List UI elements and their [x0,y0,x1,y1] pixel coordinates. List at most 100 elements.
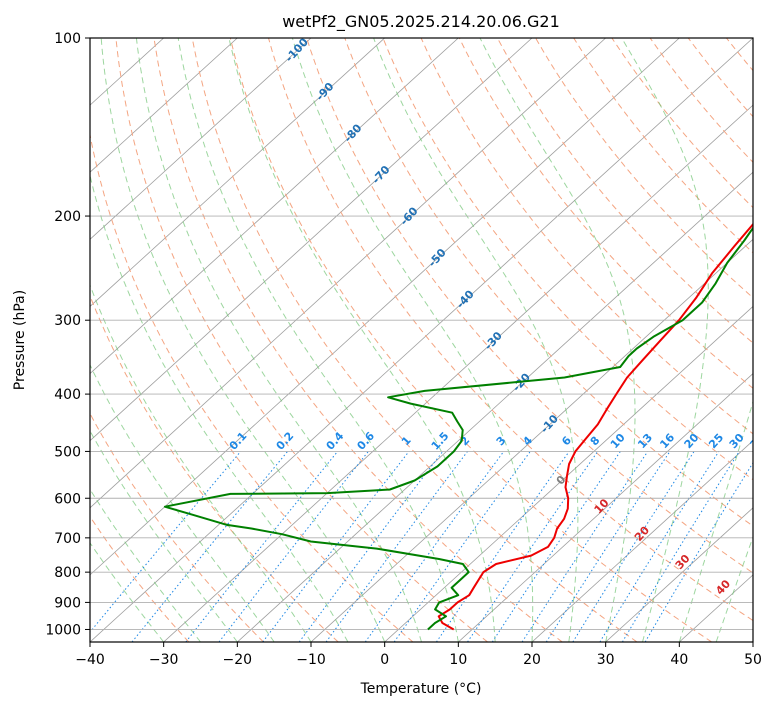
mixing-ratio-line [491,451,621,642]
y-tick-label: 600 [54,491,81,507]
moist-adiabat-label: 30 [673,552,693,572]
x-tick-label: 0 [380,652,389,668]
mixing-ratio-label: 1 [399,434,414,448]
isotherm-line [90,38,680,576]
x-tick-label: −20 [223,652,253,668]
mixing-ratio-line [325,451,468,642]
mixing-ratio-label: 0.6 [354,429,377,452]
mixing-ratio-line [131,451,288,642]
dry-adiabat-line [306,38,753,574]
x-tick-label: 20 [523,652,541,668]
y-tick-label: 900 [54,595,81,611]
moist-adiabat-line [90,283,312,642]
x-tick-label: 50 [744,652,762,668]
isotherm-line [90,38,459,375]
mixing-ratio-line [218,451,369,642]
mixing-ratio-label: 6 [559,434,574,449]
y-tick-label: 1000 [45,622,81,638]
isotherm-line [90,38,533,442]
mixing-ratio-label: 25 [706,431,726,451]
isotherm-line [237,171,753,642]
isotherm-line [90,38,385,307]
isotherm-label: -100 [283,35,311,64]
y-tick-label: 700 [54,531,81,547]
mixing-ratio-line [521,451,649,642]
dry-adiabat-line [153,38,563,642]
mixing-ratio-label: 0.2 [274,429,297,452]
moist-adiabat-line [678,399,753,642]
mixing-ratio-line [90,451,242,633]
dry-adiabat-line [191,38,638,642]
isotherm-line [90,38,312,240]
mixing-ratio-line [435,451,570,642]
dry-adiabat-line [90,132,414,642]
dry-adiabat-line [90,412,264,642]
mixing-ratio-label: 8 [588,434,603,448]
mixing-ratio-line [393,451,531,642]
dry-adiabat-line [687,38,753,118]
x-tick-label: 40 [670,652,688,668]
mixing-ratio-line [298,451,444,642]
plot-frame [89,37,754,643]
dry-adiabat-line [420,38,753,435]
mixing-ratio-line [467,451,599,642]
mixing-ratio-label: 16 [657,431,677,451]
moist-adiabat-line [621,38,709,642]
dry-adiabat-line [229,38,712,642]
temperature-profile [437,222,753,631]
y-tick-label: 100 [54,31,81,47]
mixing-ratio-label: 1.5 [429,429,452,452]
dewpoint-profile [163,226,753,631]
x-tick-label: 10 [449,652,467,668]
mixing-ratio-line [364,451,505,642]
x-tick-label: −40 [75,652,105,668]
moist-adiabat-line [90,363,275,642]
moist-adiabat-line [177,38,459,642]
mixing-ratio-line [572,451,695,642]
moist-adiabat-label: 40 [713,577,733,597]
moist-adiabat-line [373,38,579,642]
y-tick-label: 800 [54,565,81,581]
mixing-ratio-line [621,451,740,642]
isotherm-line [752,641,753,642]
dry-adiabat-line [115,38,488,642]
moist-adiabat-line [135,38,422,642]
mixing-ratio-label: 10 [608,431,628,451]
moist-adiabat-line [228,38,496,642]
dry-adiabat-line [382,38,753,481]
mixing-ratio-label: 36 [748,431,768,451]
moist-adiabat-line [291,38,534,642]
plot-clip: -100-90-80-70-60-50-40-30-20-10010203040… [90,25,775,642]
isotherm-line [605,507,753,642]
mixing-ratio-label: 3 [494,434,509,448]
y-tick-label: 200 [54,209,81,225]
y-tick-label: 500 [54,444,81,460]
dry-adiabat-line [754,25,775,642]
y-axis-label: Pressure (hPa) [12,290,28,390]
mixing-ratio-line [185,451,338,642]
mixing-ratio-line [545,451,671,642]
x-tick-label: 30 [597,652,615,668]
dry-adiabat-line [458,38,753,389]
moist-adiabat-label: 20 [632,524,652,544]
isotherm-line [384,305,753,642]
moist-adiabat-line [90,542,165,642]
isotherm-line [90,38,753,642]
mixing-ratio-label: 4 [520,434,535,449]
moist-adiabat-line [715,535,753,642]
x-tick-label: −30 [149,652,179,668]
dry-adiabat-line [344,38,753,527]
mixing-ratio-line [262,451,410,642]
dry-adiabat-line [90,294,339,642]
moist-adiabat-line [479,38,636,642]
y-tick-label: 300 [54,313,81,329]
y-tick-label: 400 [54,387,81,403]
dry-adiabat-line [496,38,753,344]
moist-adiabat-line [90,430,238,642]
x-tick-label: −10 [296,652,326,668]
moist-adiabat-label: 10 [592,496,612,516]
mixing-ratio-label: 2 [458,434,473,448]
isotherm-line [531,440,753,642]
moist-adiabat-line [90,488,201,642]
